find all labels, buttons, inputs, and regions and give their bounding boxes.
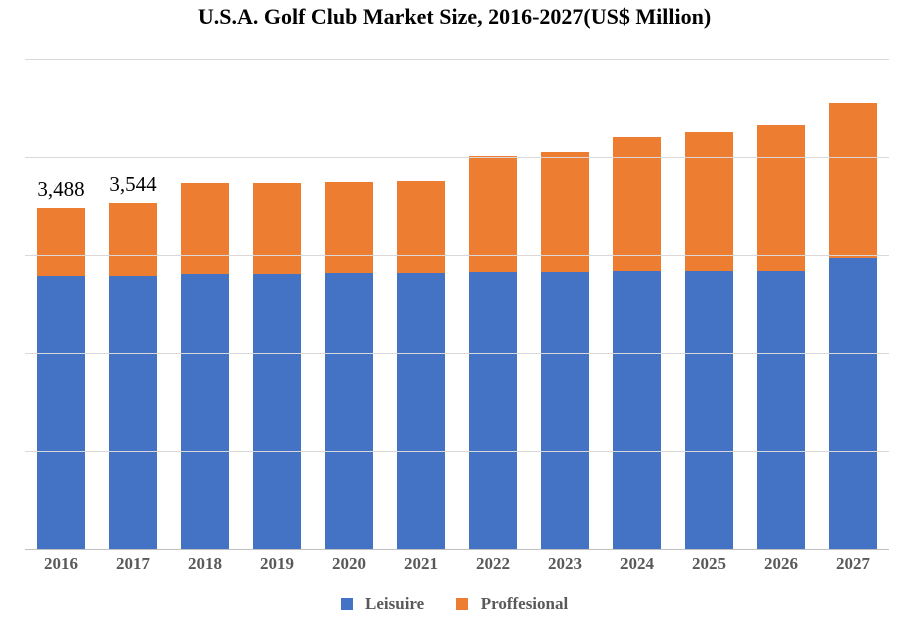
bar-segment-leisure — [541, 272, 589, 550]
x-axis-label: 2021 — [404, 554, 438, 574]
bar-slot — [685, 60, 733, 550]
x-axis-label: 2024 — [620, 554, 654, 574]
gridline — [25, 59, 889, 60]
bar-segment-leisure — [685, 271, 733, 550]
x-baseline — [25, 549, 889, 550]
bar-segment-leisure — [325, 273, 373, 550]
gridline — [25, 451, 889, 452]
x-axis-label: 2019 — [260, 554, 294, 574]
bar-segment-professional — [109, 203, 157, 276]
bar-segment-professional — [757, 125, 805, 271]
gridline — [25, 353, 889, 354]
bar-segment-professional — [397, 181, 445, 273]
golf-market-chart: U.S.A. Golf Club Market Size, 2016-2027(… — [0, 0, 909, 622]
bar-slot — [469, 60, 517, 550]
legend-label-leisure: Leisuire — [365, 594, 424, 613]
bar-slot — [109, 60, 157, 550]
bar-segment-professional — [253, 183, 301, 274]
bar-segment-leisure — [829, 258, 877, 550]
bar-slot — [253, 60, 301, 550]
gridline — [25, 255, 889, 256]
x-axis-label: 2020 — [332, 554, 366, 574]
x-axis-label: 2025 — [692, 554, 726, 574]
legend: Leisuire Proffesional — [0, 594, 909, 614]
bar-segment-professional — [325, 182, 373, 273]
bar-slot — [613, 60, 661, 550]
bar-slot — [37, 60, 85, 550]
bar-segment-professional — [181, 183, 229, 273]
bar-segment-professional — [37, 208, 85, 275]
x-axis-label: 2023 — [548, 554, 582, 574]
bar-slot — [181, 60, 229, 550]
x-axis-label: 2026 — [764, 554, 798, 574]
bar-segment-leisure — [109, 276, 157, 550]
data-label: 3,488 — [37, 177, 84, 202]
bar-slot — [541, 60, 589, 550]
x-axis-label: 2017 — [116, 554, 150, 574]
legend-item-leisure: Leisuire — [341, 594, 424, 614]
bar-segment-leisure — [613, 271, 661, 550]
x-axis-label: 2018 — [188, 554, 222, 574]
bars-container — [25, 60, 889, 550]
chart-title: U.S.A. Golf Club Market Size, 2016-2027(… — [0, 4, 909, 30]
bar-segment-leisure — [253, 274, 301, 550]
bar-segment-leisure — [757, 271, 805, 550]
bar-segment-leisure — [469, 272, 517, 550]
bar-segment-professional — [685, 132, 733, 271]
x-axis: 2016 2017 2018 2019 2020 2021 2022 2023 2024 2025… — [25, 554, 889, 578]
bar-slot — [325, 60, 373, 550]
bar-segment-leisure — [181, 274, 229, 550]
x-axis-label: 2027 — [836, 554, 870, 574]
bar-slot — [757, 60, 805, 550]
bar-slot — [397, 60, 445, 550]
bar-segment-leisure — [37, 276, 85, 550]
bar-segment-leisure — [397, 273, 445, 550]
legend-swatch-leisure — [341, 598, 353, 610]
bar-segment-professional — [829, 103, 877, 258]
legend-label-professional: Proffesional — [481, 594, 569, 613]
x-axis-label: 2022 — [476, 554, 510, 574]
legend-swatch-professional — [456, 598, 468, 610]
gridline — [25, 157, 889, 158]
plot-area: 3,488 3,544 — [25, 60, 889, 550]
data-label: 3,544 — [109, 172, 156, 197]
legend-item-professional: Proffesional — [456, 594, 568, 614]
x-axis-label: 2016 — [44, 554, 78, 574]
bar-segment-professional — [541, 152, 589, 272]
bar-slot — [829, 60, 877, 550]
